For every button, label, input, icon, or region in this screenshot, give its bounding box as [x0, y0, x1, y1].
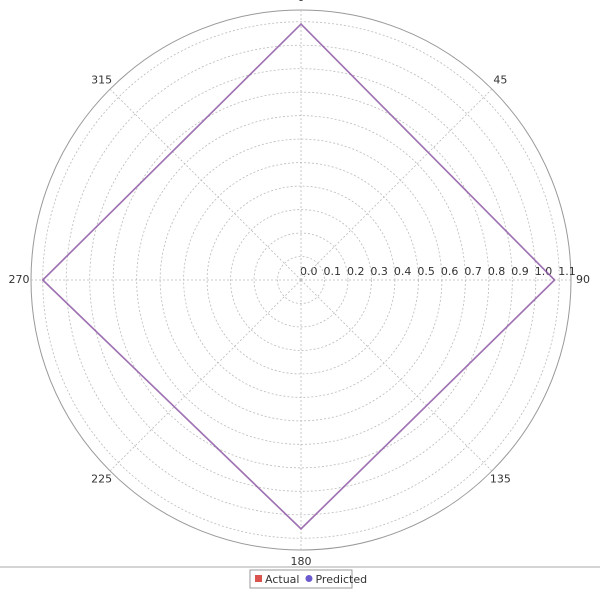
- legend: Actual Predicted: [255, 573, 367, 586]
- angle-label: 315: [91, 74, 112, 87]
- r-tick-label: 0.5: [417, 265, 435, 278]
- spoke: [300, 88, 493, 281]
- legend-swatch: [305, 575, 313, 582]
- angle-label: 90: [576, 273, 590, 286]
- r-tick-label: 1.1: [558, 265, 576, 278]
- grid-circle: [230, 209, 372, 351]
- r-tick-label: 0.8: [488, 265, 506, 278]
- angle-label: 225: [91, 472, 112, 485]
- r-tick-label: 0.3: [370, 265, 388, 278]
- grid-circle: [89, 68, 513, 492]
- grid-circle: [253, 232, 349, 328]
- r-tick-label: 0.0: [300, 265, 318, 278]
- legend-swatch: [255, 575, 262, 582]
- spoke: [109, 279, 302, 472]
- legend-box: [249, 569, 353, 589]
- angle-label: 270: [9, 273, 30, 286]
- angle-label: 135: [490, 472, 511, 485]
- r-tick-label: 0.6: [441, 265, 459, 278]
- spoke: [300, 279, 493, 472]
- grid-circle: [65, 44, 537, 516]
- grid-circle: [42, 21, 560, 539]
- r-tick-label: 0.1: [323, 265, 341, 278]
- legend-label: Actual: [265, 573, 299, 586]
- r-tick-label: 0.2: [347, 265, 365, 278]
- legend-label: Predicted: [315, 573, 367, 586]
- angle-label: 0: [298, 0, 305, 4]
- angle-label: 45: [493, 74, 507, 87]
- r-tick-label: 1.0: [535, 265, 553, 278]
- r-tick-label: 0.9: [511, 265, 528, 278]
- series-line: [41, 22, 556, 530]
- angle-label: 180: [291, 555, 312, 568]
- r-tick-label: 0.7: [464, 265, 482, 278]
- grid-circle: [112, 91, 490, 469]
- r-tick-label: 0.4: [394, 265, 412, 278]
- spoke: [109, 88, 302, 281]
- grid-circle: [277, 256, 325, 304]
